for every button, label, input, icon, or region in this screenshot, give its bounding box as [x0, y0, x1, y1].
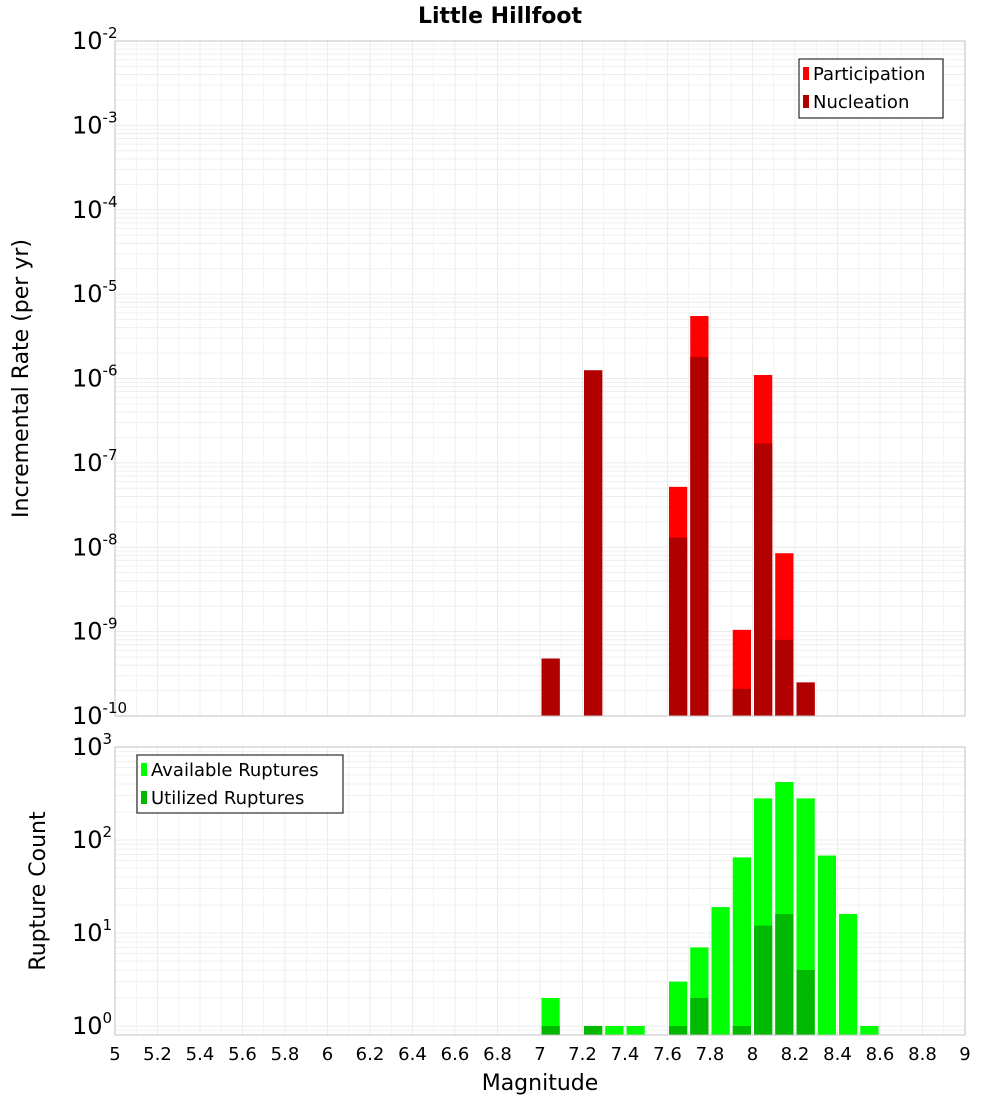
- panel-2: 100 101 102 103 Rupture Count Available Ruptu…: [26, 730, 966, 1040]
- legend-label: Participation: [813, 64, 925, 85]
- legend-swatch: [141, 763, 147, 776]
- y-axis-label: Rupture Count: [26, 811, 51, 971]
- y-tick-label: 10-5: [72, 277, 118, 308]
- legend-box: [136, 754, 344, 814]
- y-tick-label: 103: [72, 730, 112, 761]
- bar-utilized-ruptures: [796, 969, 815, 1035]
- legend-swatch: [803, 95, 809, 108]
- x-tick-label: 6.6: [441, 1044, 470, 1065]
- x-tick-label: 7: [534, 1044, 545, 1065]
- bar-available-ruptures: [817, 855, 836, 1035]
- bar-nucleation: [754, 443, 773, 716]
- x-tick-label: 7.8: [696, 1044, 725, 1065]
- chart-title: Little Hillfoot: [418, 4, 583, 29]
- x-tick-label: 8.6: [866, 1044, 895, 1065]
- legend-label: Utilized Ruptures: [151, 788, 304, 809]
- legend-label: Available Ruptures: [151, 760, 319, 781]
- x-tick-label: 6: [322, 1044, 333, 1065]
- x-tick-label: 5.8: [271, 1044, 300, 1065]
- plot-frame: [114, 746, 966, 1036]
- bar-utilized-ruptures: [754, 925, 773, 1035]
- bar-nucleation: [690, 356, 709, 716]
- x-tick-label: 8: [747, 1044, 758, 1065]
- bar-utilized-ruptures: [690, 997, 709, 1035]
- panel-1: 10-10 10-9 10-8 10-7 10-6 10-5 10-4 10-3 10-2 Inc…: [9, 24, 966, 730]
- y-tick-label: 101: [72, 916, 112, 947]
- y-tick-label: 10-7: [72, 446, 118, 477]
- plot-frame: [114, 40, 966, 717]
- bar-available-ruptures: [839, 914, 858, 1035]
- y-tick-label: 102: [72, 823, 112, 854]
- x-tick-label: 5.4: [186, 1044, 215, 1065]
- x-tick-label: 8.2: [781, 1044, 810, 1065]
- legend-swatch: [803, 67, 809, 80]
- y-tick-label: 10-10: [72, 699, 127, 730]
- x-axis-label: Magnitude: [482, 1071, 599, 1096]
- bar-nucleation: [775, 639, 794, 716]
- bar-utilized-ruptures: [669, 1025, 688, 1035]
- bar-available-ruptures: [605, 1025, 624, 1035]
- bar-utilized-ruptures: [732, 1025, 751, 1035]
- bar-nucleation: [584, 370, 603, 716]
- x-tick-label: 6.2: [356, 1044, 385, 1065]
- y-tick-label: 10-2: [72, 24, 118, 55]
- y-tick-label: 10-3: [72, 108, 118, 139]
- x-tick-label: 7.4: [611, 1044, 640, 1065]
- y-tick-label: 10-9: [72, 615, 118, 646]
- y-axis-label: Incremental Rate (per yr): [9, 239, 34, 518]
- x-tick-label: 5: [109, 1044, 120, 1065]
- x-tick-label: 8.8: [908, 1044, 937, 1065]
- bar-utilized-ruptures: [541, 1025, 560, 1035]
- legend-box: [798, 58, 944, 119]
- x-tick-label: 6.8: [483, 1044, 512, 1065]
- x-tick-label: 5.2: [143, 1044, 172, 1065]
- x-tick-label: 6.4: [398, 1044, 427, 1065]
- bar-nucleation: [669, 537, 688, 716]
- bar-available-ruptures: [732, 857, 751, 1035]
- y-tick-label: 10-8: [72, 530, 118, 561]
- bar-available-ruptures: [541, 997, 560, 1035]
- y-tick-label: 100: [72, 1009, 112, 1040]
- bar-nucleation: [796, 682, 815, 716]
- x-tick-label: 5.6: [228, 1044, 257, 1065]
- x-tick-label: 8.4: [823, 1044, 852, 1065]
- bar-available-ruptures: [669, 981, 688, 1035]
- x-tick-label: 9: [959, 1044, 970, 1065]
- bar-utilized-ruptures: [775, 914, 794, 1035]
- bar-available-ruptures: [626, 1025, 645, 1035]
- x-tick-label: 7.6: [653, 1044, 682, 1065]
- y-tick-label: 10-4: [72, 193, 118, 224]
- bar-nucleation: [732, 688, 751, 716]
- legend-label: Nucleation: [813, 92, 909, 113]
- bar-utilized-ruptures: [584, 1025, 603, 1035]
- bar-nucleation: [541, 658, 560, 716]
- x-tick-label: 7.2: [568, 1044, 597, 1065]
- legend-swatch: [141, 791, 147, 804]
- y-tick-label: 10-6: [72, 362, 118, 393]
- bar-available-ruptures: [860, 1025, 879, 1035]
- bar-available-ruptures: [711, 907, 730, 1035]
